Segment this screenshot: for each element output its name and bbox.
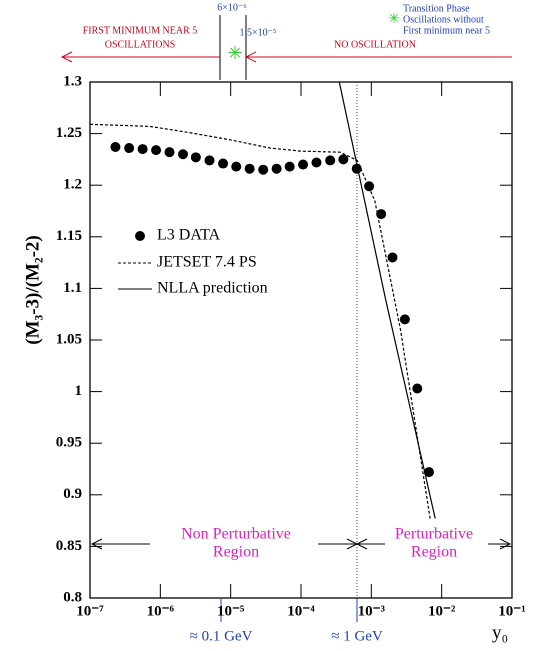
data-point [364, 181, 375, 192]
y-tick-label: 0.8 [63, 589, 82, 605]
legend-label: JETSET 7.4 PS [157, 254, 257, 271]
data-point [412, 383, 423, 394]
y-tick-label: 1.25 [56, 125, 82, 141]
header: FIRST MINIMUM NEAR 5 OSCILLATIONS NO OSC… [60, 2, 512, 80]
data-point [376, 209, 387, 220]
legend-marker [135, 231, 145, 241]
series-line [89, 123, 431, 520]
arrowhead [90, 538, 103, 550]
x-tick-label: 10⁻⁷ [76, 603, 104, 619]
y-axis-label: (M₃-3)/(M₂-2) [22, 235, 43, 345]
x-tick-label: 10⁻⁶ [147, 603, 175, 619]
data-point [110, 142, 121, 153]
y-tick-label: 1 [75, 383, 83, 399]
x-tick-label: 10⁻⁵ [217, 603, 245, 619]
data-point [284, 161, 295, 172]
legend-label: NLLA prediction [157, 280, 268, 297]
arrowhead [60, 51, 73, 63]
legend-label: L3 DATA [157, 227, 221, 244]
header-text: FIRST MINIMUM NEAR 5 [83, 25, 198, 36]
bound-label: 6×10⁻⁶ [217, 2, 247, 13]
data-point [164, 147, 175, 158]
transition-text: First minimum near 5 [403, 25, 490, 36]
data-point [190, 152, 201, 163]
arrowhead [355, 538, 368, 550]
x-tick-label: 10⁻¹ [498, 603, 525, 619]
arrowhead [499, 538, 512, 550]
data-point [177, 149, 188, 160]
region-label: Region [213, 544, 259, 561]
data-point [387, 252, 398, 263]
data-point [124, 143, 135, 154]
data-point [151, 145, 162, 156]
region-label: Perturbative [395, 526, 473, 543]
x-tick-label: 10⁻³ [358, 603, 386, 619]
data-point [338, 154, 349, 165]
asterisk: ✳ [227, 43, 242, 63]
header-text: NO OSCILLATION [334, 39, 416, 50]
transition-text: Oscillations without [403, 14, 484, 25]
arrowhead [244, 51, 257, 63]
x-tick-label: 10⁻² [428, 603, 456, 619]
data-point [399, 314, 410, 325]
y-tick-label: 0.95 [56, 435, 82, 451]
plot-frame [89, 81, 513, 599]
header-text: OSCILLATIONS [105, 39, 176, 50]
y-tick-label: 1.05 [56, 331, 82, 347]
region-label: Non Perturbative [181, 526, 291, 543]
y-tick-label: 0.9 [63, 486, 82, 502]
transition-text: Transition Phase [403, 3, 470, 14]
data-point [271, 163, 282, 174]
data-point [298, 159, 309, 170]
y-tick-label: 1.2 [63, 177, 82, 193]
data-point [218, 158, 229, 169]
x-tick-label: 10⁻⁴ [287, 603, 315, 619]
data-point [231, 161, 242, 172]
data-point [244, 163, 255, 174]
y-tick-label: 1.1 [63, 280, 82, 296]
data-point [325, 155, 336, 166]
data-point [204, 155, 215, 166]
y-tick-label: 1.3 [63, 73, 82, 89]
data-point [137, 144, 148, 155]
y-tick-label: 0.85 [56, 538, 82, 554]
regions: Non Perturbative Region Perturbative Reg… [90, 526, 512, 561]
y-tick-label: 1.15 [56, 228, 82, 244]
data-point [311, 157, 322, 168]
series-line [338, 81, 436, 519]
bound-label: 1.5×10⁻⁵ [240, 27, 277, 38]
data-point [258, 164, 269, 175]
data-point [423, 467, 434, 478]
scale-label: ≈ 0.1 GeV [190, 628, 253, 644]
asterisk: ✳ [388, 12, 400, 27]
region-label: Region [411, 544, 457, 561]
scale-label: ≈ 1 GeV [331, 628, 383, 644]
x-axis-label: y₀ [492, 622, 508, 643]
